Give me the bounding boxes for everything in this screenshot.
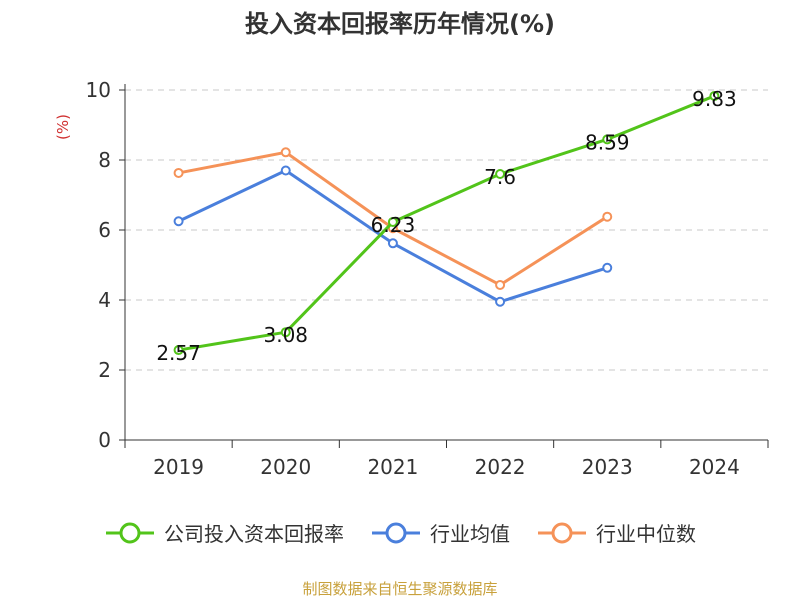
x-tick-label: 2023 — [582, 455, 633, 479]
data-point — [280, 327, 291, 338]
y-tick-label: 10 — [86, 78, 111, 102]
legend-label: 行业中位数 — [596, 522, 696, 546]
x-tick-label: 2024 — [689, 455, 740, 479]
data-label: 8.59 — [585, 130, 630, 154]
y-tick-label: 4 — [98, 288, 111, 312]
source-note: 制图数据来自恒生聚源数据库 — [302, 580, 498, 598]
chart-title: 投入资本回报率历年情况(%) — [245, 10, 555, 38]
legend-swatch-marker — [119, 522, 141, 543]
y-axis-title: (%) — [54, 114, 72, 140]
data-point — [173, 216, 184, 227]
data-point — [173, 345, 184, 356]
series-layer — [173, 90, 720, 356]
x-tick-label: 2021 — [367, 455, 418, 479]
data-label: 7.6 — [484, 165, 516, 189]
legend-item: 行业均值 — [370, 518, 510, 547]
legend-item: 行业中位数 — [536, 518, 696, 547]
data-point — [173, 167, 184, 178]
grid-layer — [125, 89, 768, 371]
data-label: 3.08 — [263, 323, 308, 347]
data-point — [280, 165, 291, 176]
data-point — [602, 134, 613, 145]
data-point — [602, 262, 613, 273]
legend-label: 行业均值 — [430, 522, 510, 546]
data-point — [709, 90, 720, 101]
data-point — [387, 216, 398, 227]
label-layer: 2.57 3.08 6.23 7.6 8.59 9.83 — [156, 87, 736, 365]
legend-swatch — [106, 522, 154, 543]
x-tick-label: 2019 — [153, 455, 204, 479]
legend-item: 公司投入资本回报率 — [104, 518, 344, 547]
y-tick-label: 0 — [98, 428, 111, 452]
axis-layer: 0 2 4 6 8 10 2019 2020 2021 2022 2023 2024 — [86, 78, 769, 479]
data-point — [280, 147, 291, 158]
data-label: 6.23 — [371, 213, 416, 237]
series-line — [178, 94, 715, 352]
legend-label: 公司投入资本回报率 — [164, 522, 344, 546]
legend-swatch — [372, 522, 420, 543]
x-tick-label: 2022 — [475, 455, 526, 479]
y-tick-label: 2 — [98, 358, 111, 382]
legend-swatch-marker — [551, 522, 573, 543]
data-point — [495, 169, 506, 179]
legend: 公司投入资本回报率 行业均值 行业中位数 — [0, 518, 800, 547]
y-tick-label: 8 — [98, 148, 111, 172]
data-point — [387, 238, 398, 249]
x-tick-label: 2020 — [260, 455, 311, 479]
legend-swatch-marker — [385, 522, 407, 543]
data-point — [495, 279, 506, 290]
legend-swatch — [538, 522, 586, 543]
data-point — [495, 296, 506, 307]
data-label: 2.57 — [156, 341, 201, 365]
y-tick-label: 6 — [98, 218, 111, 242]
data-label: 9.83 — [692, 87, 737, 111]
data-point — [602, 211, 613, 222]
